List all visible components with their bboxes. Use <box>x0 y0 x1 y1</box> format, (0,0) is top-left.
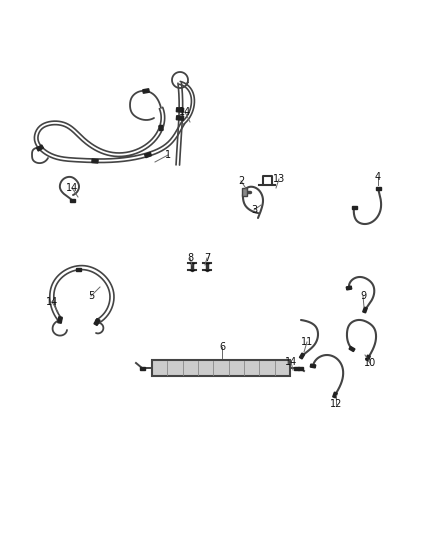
Text: 5: 5 <box>88 291 94 301</box>
Text: 6: 6 <box>219 342 225 352</box>
Bar <box>346 286 352 290</box>
Bar <box>152 360 290 376</box>
Bar <box>92 159 98 163</box>
Bar <box>70 198 74 201</box>
Bar <box>300 353 304 359</box>
Bar <box>139 367 145 369</box>
Bar <box>159 125 163 131</box>
Bar <box>363 307 367 313</box>
Text: 12: 12 <box>330 399 342 409</box>
Text: 14: 14 <box>179 107 191 117</box>
Text: 14: 14 <box>285 357 297 367</box>
Bar <box>293 367 299 369</box>
Bar <box>349 346 355 352</box>
Bar <box>58 317 62 323</box>
Bar <box>366 355 370 361</box>
Text: 8: 8 <box>187 253 193 263</box>
Bar <box>177 116 184 120</box>
Bar <box>352 206 357 208</box>
Bar <box>94 319 100 326</box>
Bar <box>145 152 152 158</box>
Bar <box>333 392 337 398</box>
Text: 4: 4 <box>375 172 381 182</box>
Bar <box>375 187 381 190</box>
Bar <box>297 367 303 369</box>
Text: 10: 10 <box>364 358 376 368</box>
Bar <box>242 188 247 196</box>
Bar <box>177 108 184 112</box>
Bar <box>75 268 81 271</box>
Bar <box>36 145 43 151</box>
Text: 13: 13 <box>273 174 285 184</box>
Bar <box>310 364 316 368</box>
Text: 1: 1 <box>165 150 171 160</box>
Text: 14: 14 <box>46 297 58 307</box>
Text: 14: 14 <box>66 183 78 193</box>
Bar <box>143 89 149 93</box>
Text: 3: 3 <box>251 205 257 215</box>
Text: 9: 9 <box>360 291 366 301</box>
Text: 7: 7 <box>204 253 210 263</box>
Text: 2: 2 <box>238 176 244 186</box>
Text: 11: 11 <box>301 337 313 347</box>
